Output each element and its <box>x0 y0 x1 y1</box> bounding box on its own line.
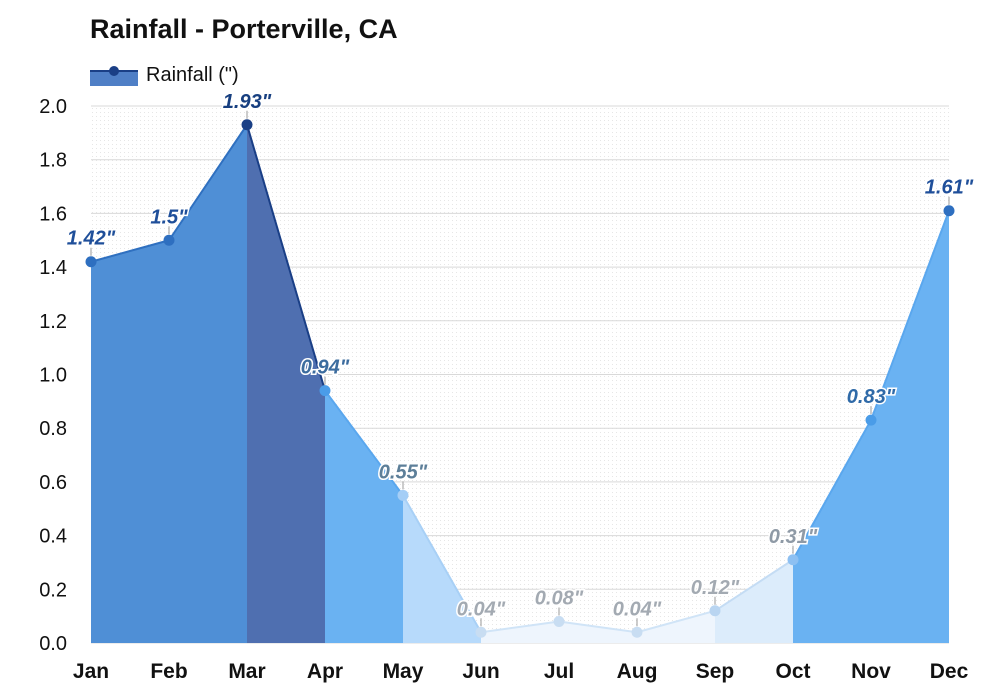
y-tick-label: 0.4 <box>39 526 67 548</box>
data-label-apr: 0.94" <box>301 357 350 379</box>
series-line-segment <box>90 239 170 263</box>
y-tick-label: 0.0 <box>39 633 67 655</box>
data-point-may <box>397 489 409 501</box>
legend-swatch-icon <box>90 64 138 86</box>
series-line-segment <box>714 558 794 612</box>
area-segment-jan <box>91 240 169 643</box>
series-line-segment <box>480 620 560 634</box>
area-segment-aug <box>637 610 715 643</box>
data-label-jan: 1.42" <box>67 228 116 250</box>
x-tick-label-feb: Feb <box>150 660 187 683</box>
x-tick-label-may: May <box>383 660 424 683</box>
data-label-mar: 1.93" <box>223 91 272 113</box>
data-point-nov <box>865 414 877 426</box>
data-point-jan <box>85 256 97 268</box>
y-tick-label: 1.8 <box>39 150 67 172</box>
series-line-segment <box>246 124 326 391</box>
area-segment-nov <box>871 210 949 643</box>
x-tick-label-mar: Mar <box>228 660 265 683</box>
data-point-jun <box>475 626 487 638</box>
x-tick-label-jul: Jul <box>544 660 574 683</box>
y-tick-label: 0.6 <box>39 472 67 494</box>
area-segment-jul <box>559 621 637 643</box>
series-line-segment <box>324 390 404 496</box>
data-point-dec <box>943 205 955 217</box>
data-point-feb <box>163 234 175 246</box>
area-segment-oct <box>793 420 871 643</box>
chart-title: Rainfall - Porterville, CA <box>90 14 398 44</box>
x-tick-label-sep: Sep <box>696 660 735 683</box>
data-point-oct <box>787 554 799 566</box>
area-segment-apr <box>325 390 403 643</box>
data-point-jul <box>553 616 565 628</box>
data-point-aug <box>631 626 643 638</box>
data-label-may: 0.55" <box>379 461 428 483</box>
y-tick-label: 1.2 <box>39 311 67 333</box>
x-tick-label-nov: Nov <box>851 660 891 683</box>
area-segment-sep <box>715 559 793 643</box>
data-label-oct: 0.31" <box>769 526 818 548</box>
x-tick-label-oct: Oct <box>775 660 810 683</box>
x-tick-label-jun: Jun <box>462 660 499 683</box>
series-line-segment <box>792 419 872 561</box>
data-label-jun: 0.04" <box>457 598 506 620</box>
area-segment-jun <box>481 621 559 643</box>
area-segment-mar <box>247 124 325 644</box>
x-tick-label-jan: Jan <box>73 660 109 683</box>
data-label-feb: 1.5" <box>150 206 188 228</box>
x-tick-label-aug: Aug <box>617 660 658 683</box>
series-line-segment <box>870 210 950 421</box>
y-tick-label: 1.6 <box>39 203 67 225</box>
area-segment-feb <box>169 124 247 644</box>
x-tick-label-apr: Apr <box>307 660 343 683</box>
y-tick-label: 1.4 <box>39 257 67 279</box>
x-tick-label-dec: Dec <box>930 660 969 683</box>
legend[interactable]: Rainfall (") <box>90 62 239 88</box>
data-label-aug: 0.04" <box>613 598 662 620</box>
series-line-segment <box>168 124 248 241</box>
series-line-segment <box>636 609 716 634</box>
y-tick-label: 0.8 <box>39 418 67 440</box>
y-tick-label: 2.0 <box>39 96 67 118</box>
y-tick-label: 0.2 <box>39 579 67 601</box>
data-point-sep <box>709 605 721 617</box>
y-tick-label: 1.0 <box>39 365 67 387</box>
data-point-apr <box>319 385 331 397</box>
data-label-nov: 0.83" <box>847 386 896 408</box>
legend-label: Rainfall (") <box>146 63 239 86</box>
data-label-dec: 1.61" <box>925 177 974 199</box>
series-line-segment <box>402 494 482 633</box>
data-label-jul: 0.08" <box>535 588 584 610</box>
data-point-mar <box>241 119 253 131</box>
series-line-segment <box>558 620 638 634</box>
data-label-sep: 0.12" <box>691 577 740 599</box>
area-segment-may <box>403 495 481 643</box>
